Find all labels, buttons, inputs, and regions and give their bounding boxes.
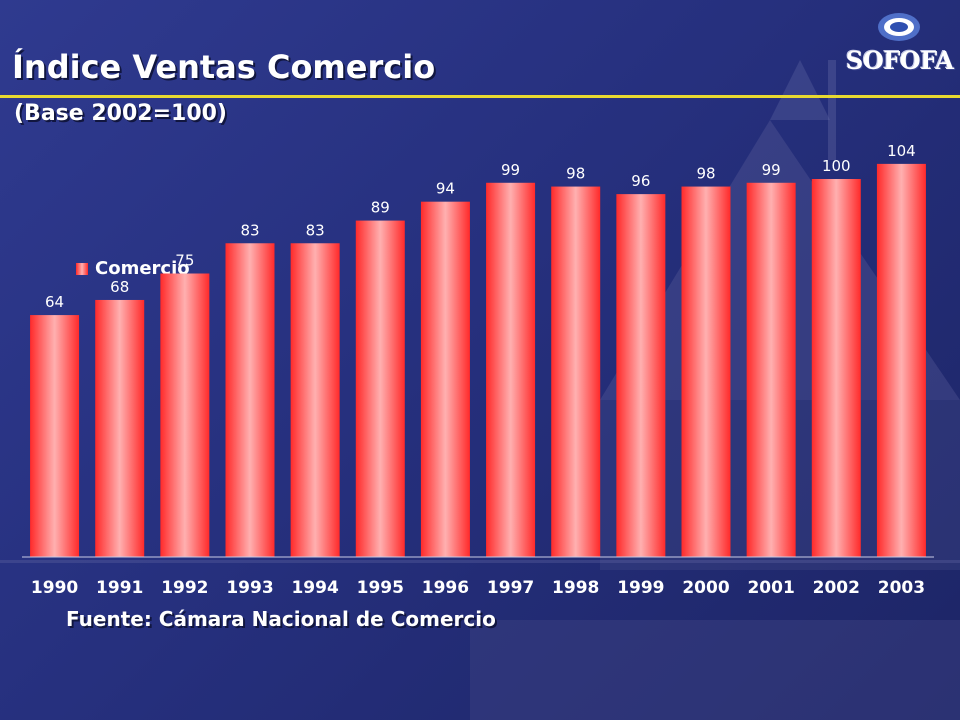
x-tick-2003: 2003: [878, 578, 925, 598]
slide-title: Índice Ventas Comercio: [12, 48, 436, 86]
x-tick-1994: 1994: [291, 578, 338, 598]
title-underline: [0, 95, 960, 98]
logo-text: SOFOFA: [846, 46, 954, 75]
bar-2003: [876, 163, 926, 557]
bars-group: 64 68 75 83 83 89 94 99 98 96 98 99 100 104: [30, 142, 926, 557]
sofofa-logo: SOFOFA: [846, 10, 954, 76]
x-tick-labels: 1990 1991 1992 1993 1994 1995 1996 1997 1998 1999…: [31, 578, 925, 598]
data-label-2003: 104: [887, 142, 916, 160]
x-tick-1992: 1992: [161, 578, 208, 598]
bar-1995: [355, 220, 405, 557]
data-label-1993: 83: [240, 221, 259, 239]
data-label-2001: 99: [762, 161, 781, 179]
data-label-1991: 68: [110, 278, 129, 296]
data-label-1995: 89: [371, 199, 390, 217]
data-label-2000: 98: [696, 165, 715, 183]
data-label-2002: 100: [822, 157, 851, 175]
bar-1998: [551, 186, 601, 557]
x-tick-1995: 1995: [357, 578, 404, 598]
x-tick-1997: 1997: [487, 578, 534, 598]
bar-1993: [225, 243, 275, 557]
bar-1994: [290, 243, 340, 557]
source-note: Fuente: Cámara Nacional de Comercio: [66, 607, 496, 631]
data-label-1990: 64: [45, 293, 64, 311]
logo-emblem-icon: [878, 13, 920, 41]
x-tick-1996: 1996: [422, 578, 469, 598]
x-tick-1999: 1999: [617, 578, 664, 598]
x-tick-2002: 2002: [813, 578, 860, 598]
data-label-1994: 83: [306, 221, 325, 239]
slide-subtitle: (Base 2002=100): [14, 101, 227, 126]
x-tick-2000: 2000: [682, 578, 729, 598]
x-tick-1990: 1990: [31, 578, 78, 598]
bar-2002: [811, 179, 861, 557]
x-tick-2001: 2001: [747, 578, 794, 598]
bar-1992: [160, 273, 210, 557]
bar-1997: [486, 182, 536, 557]
data-label-1996: 94: [436, 180, 455, 198]
data-label-1999: 96: [631, 172, 650, 190]
data-label-1997: 99: [501, 161, 520, 179]
data-label-1992: 75: [175, 252, 194, 270]
bar-1990: [30, 315, 80, 557]
bar-1996: [420, 201, 470, 557]
bar-1991: [95, 299, 145, 557]
x-tick-1991: 1991: [96, 578, 143, 598]
x-tick-1998: 1998: [552, 578, 599, 598]
x-tick-1993: 1993: [226, 578, 273, 598]
legend-swatch-comercio: [76, 262, 88, 275]
data-label-1998: 98: [566, 165, 585, 183]
bar-2000: [681, 186, 731, 557]
bar-2001: [746, 182, 796, 557]
bar-1999: [616, 194, 666, 557]
